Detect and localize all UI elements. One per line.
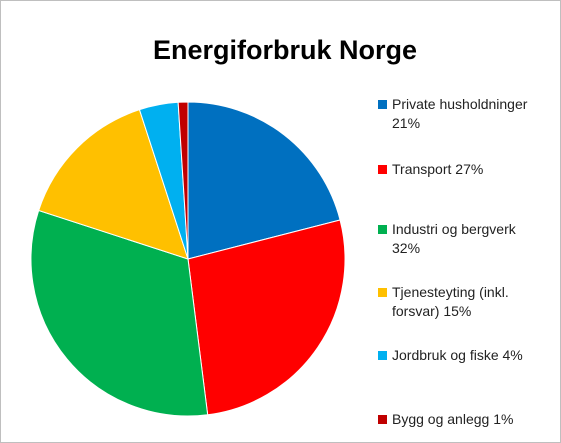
legend-swatch [378,288,387,297]
legend-swatch [378,415,387,424]
legend-label: Bygg og anlegg 1% [392,411,514,427]
legend-swatch [378,100,387,109]
legend-swatch [378,165,387,174]
legend-swatch [378,351,387,360]
pie-slice [187,101,341,260]
pie-slice [187,219,346,416]
legend-label: Tjenesteyting (inkl. forsvar) 15% [392,284,509,319]
pie-slice [30,209,209,417]
legend-label: Industri og bergverk 32% [392,221,516,256]
pie-slice [177,101,189,260]
legend-swatch [378,225,387,234]
legend-label: Transport 27% [392,161,484,177]
legend-label: Jordbruk og fiske 4% [392,347,523,363]
chart-title: Energiforbruk Norge [153,35,417,65]
legend-label: Private husholdninger 21% [392,96,528,131]
pie-slice [38,109,189,260]
